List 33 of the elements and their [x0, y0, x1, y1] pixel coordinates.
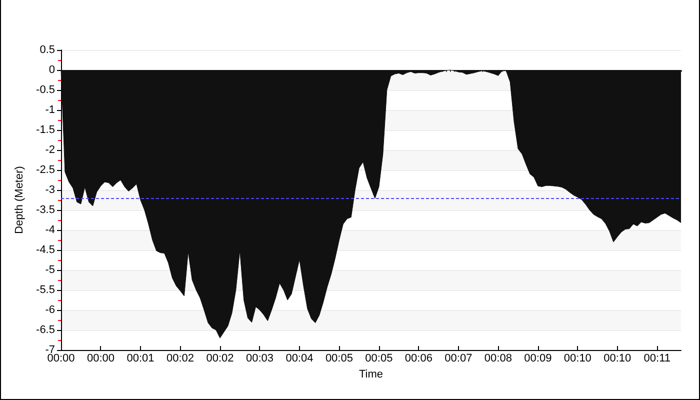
y-tick-label: -6 [45, 304, 55, 316]
x-tick-label: 00:04 [286, 352, 314, 364]
y-tick-label: -0.5 [36, 84, 55, 96]
y-tick-label: -4.5 [36, 244, 55, 256]
x-tick-label: 00:11 [644, 352, 671, 364]
x-tick-label: 00:10 [604, 352, 632, 364]
y-tick-label: -3 [45, 184, 55, 196]
y-tick-label: -1 [45, 104, 55, 116]
y-tick-label: -3.5 [36, 204, 55, 216]
y-tick-label: 0 [48, 64, 55, 76]
y-axis-title: Depth (Meter) [14, 166, 26, 234]
y-tick-label: -6.5 [36, 324, 55, 336]
x-tick-label: 00:08 [484, 352, 512, 364]
x-tick-label: 00:06 [404, 352, 432, 364]
y-tick-label: 0.5 [40, 44, 55, 56]
x-tick-label: 00:01 [126, 352, 154, 364]
x-tick-label: 00:00 [47, 352, 75, 364]
y-tick-label: -4 [45, 224, 55, 236]
x-tick-label: 00:02 [206, 352, 234, 364]
x-tick-label: 00:10 [564, 352, 592, 364]
x-tick-label: 00:07 [444, 352, 472, 364]
x-tick-label: 00:03 [246, 352, 274, 364]
y-tick-label: -1.5 [36, 124, 55, 136]
x-tick-label: 00:05 [325, 352, 353, 364]
y-tick-label: -5 [45, 264, 55, 276]
y-tick-label: -2.5 [36, 164, 55, 176]
y-tick-label: -2 [45, 144, 55, 156]
x-tick-label: 00:09 [524, 352, 552, 364]
x-axis-title: Time [358, 368, 384, 380]
y-tick-label: -5.5 [36, 284, 55, 296]
x-tick-label: 00:05 [365, 352, 393, 364]
x-tick-label: 00:02 [166, 352, 194, 364]
x-tick-label: 00:00 [86, 352, 115, 364]
